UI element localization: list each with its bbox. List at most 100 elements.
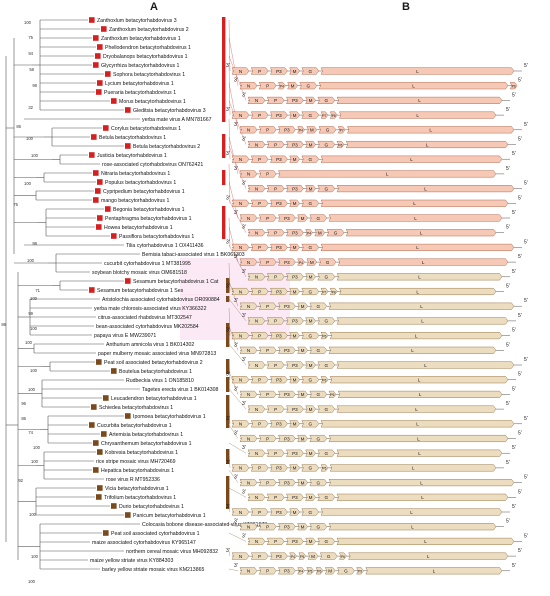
- gene-label: P3: [284, 392, 290, 397]
- genome-3prime-label: 3': [234, 298, 238, 304]
- genome-map: 3' N P P3 M G P6 L 5': [234, 386, 516, 398]
- genome-3prime-label: 3': [234, 475, 238, 481]
- gene-orf: [301, 67, 320, 75]
- genome-5prime-label: 5': [518, 254, 522, 260]
- gene-orf: [247, 317, 266, 325]
- gene-label: P: [274, 319, 277, 324]
- gene-orf: [258, 479, 277, 487]
- gene-orf: [336, 537, 515, 545]
- gene-label: N: [239, 510, 242, 515]
- bootstrap-value: 100: [25, 340, 33, 345]
- genome-map: 3' N P P3 M G L 5': [242, 92, 516, 104]
- gene-label: N: [255, 186, 258, 191]
- gene-orf: [306, 567, 315, 575]
- taxon-label: Cypripedium betacytorhabdovirus 1: [103, 189, 185, 195]
- gene-orf: [298, 552, 307, 560]
- gene-label: P7: [323, 290, 327, 294]
- gene-orf: [305, 185, 316, 193]
- gene-label: P3: [284, 260, 290, 265]
- gene-orf: [317, 273, 336, 281]
- bootstrap-value: 75: [13, 202, 18, 207]
- bootstrap-value: 75: [28, 35, 33, 40]
- gene-label: P: [274, 186, 277, 191]
- clade-bar: [226, 359, 230, 374]
- taxon-label: Populus betacytorhabdovirus 1: [105, 180, 176, 186]
- gene-label: L: [415, 407, 418, 412]
- gene-label: P3: [292, 495, 298, 500]
- gene-label: P: [266, 84, 269, 89]
- gene-label: P4: [280, 85, 284, 89]
- taxon-label: Begonia betacytorhabdovirus 1: [113, 207, 185, 213]
- gene-label: N: [239, 69, 242, 74]
- taxon-label: barley yellow striate mosaic virus KM213…: [102, 567, 204, 573]
- gene-label: G: [309, 157, 313, 162]
- gene-label: P: [266, 436, 269, 441]
- taxon-label: yerba mate virus A MN781667: [142, 117, 212, 123]
- gene-label: G: [317, 480, 321, 485]
- gene-label: P3: [284, 348, 290, 353]
- gene-orf: [250, 243, 269, 251]
- gene-label: L: [420, 231, 423, 236]
- genome-5prime-label: 5': [506, 225, 510, 231]
- gene-orf: [301, 199, 320, 207]
- clade-bar: [226, 278, 230, 293]
- gene-label: P9: [358, 570, 362, 574]
- bootstrap-value: 58: [29, 67, 34, 72]
- gene-orf: [247, 493, 266, 501]
- gene-orf: [305, 361, 316, 369]
- connector-line: [228, 55, 247, 101]
- gene-label: P8: [332, 114, 336, 118]
- gene-label: N: [247, 216, 250, 221]
- gene-orf: [301, 508, 320, 516]
- taxon-label: Durio betacytorhabdovirus 1: [119, 504, 184, 510]
- gene-orf: [270, 287, 288, 296]
- taxon-marker: [93, 62, 99, 68]
- taxon-label: Boutelua betacytorhabdovirus 1: [119, 369, 192, 375]
- gene-label: P: [274, 451, 277, 456]
- gene-label: P6: [339, 143, 343, 147]
- taxon-label: Leucadendron betacytorhabdovirus 1: [111, 396, 197, 402]
- genome-map: 3' N P P3 M G L 5': [242, 269, 516, 281]
- gene-label: P3: [276, 157, 282, 162]
- gene-label: P: [258, 333, 261, 338]
- genome-map: 3' N P P3 P4 M G L 5': [234, 254, 522, 266]
- gene-label: M: [309, 142, 313, 147]
- genome-3prime-label: 3': [242, 489, 246, 495]
- gene-orf: [266, 229, 285, 237]
- clade-bar: [222, 170, 226, 185]
- taxon-label: Sophora betacytorhabdovirus 1: [113, 72, 185, 78]
- gene-label: P3: [292, 231, 298, 236]
- gene-label: L: [424, 363, 427, 368]
- taxon-marker: [101, 431, 107, 437]
- gene-label: M: [309, 451, 313, 456]
- gene-orf: [305, 96, 316, 104]
- gene-orf: [328, 390, 337, 398]
- gene-label: M: [301, 525, 305, 530]
- gene-orf: [297, 126, 305, 134]
- gene-orf: [270, 552, 288, 560]
- genome-map: 3' N P P3 P4 M G P7 L 5': [234, 122, 528, 134]
- gene-orf: [239, 302, 258, 310]
- gene-label: L: [412, 84, 415, 89]
- genome-map: 3' N P P3 M G L 5': [242, 533, 528, 545]
- taxon-label: northern cereal mosaic virus MH092832: [126, 549, 218, 555]
- gene-orf: [320, 111, 329, 119]
- gene-label: P4: [291, 555, 295, 559]
- gene-label: P3: [284, 436, 290, 441]
- gene-label: N: [239, 333, 242, 338]
- gene-label: G: [309, 113, 313, 118]
- gene-orf: [336, 493, 509, 501]
- gene-orf: [317, 361, 336, 369]
- taxon-label: Kobresia betacytorhabdovirus 1: [105, 450, 178, 456]
- taxon-marker: [111, 503, 117, 509]
- taxon-marker: [96, 494, 102, 500]
- clade-bar: [226, 377, 230, 392]
- gene-label: G: [309, 289, 313, 294]
- gene-label: P7: [323, 114, 327, 118]
- genome-5prime-label: 5': [512, 386, 516, 392]
- gene-orf: [286, 361, 304, 369]
- gene-orf: [328, 523, 497, 531]
- gene-orf: [318, 82, 509, 90]
- gene-orf: [301, 420, 320, 428]
